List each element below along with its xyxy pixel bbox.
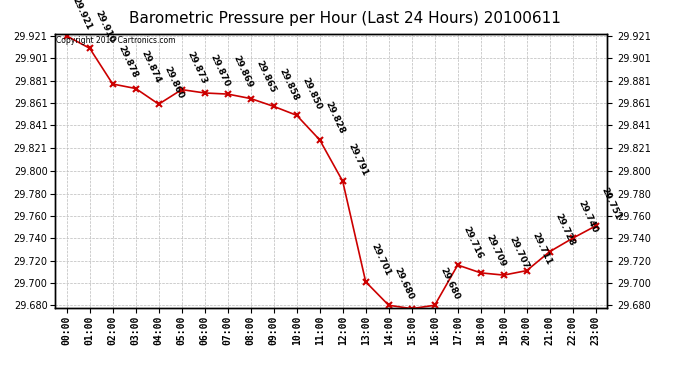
- Text: 29.869: 29.869: [232, 54, 255, 90]
- Text: 29.680: 29.680: [393, 266, 415, 301]
- Text: 29.716: 29.716: [462, 225, 485, 261]
- Text: 29.751: 29.751: [600, 186, 623, 222]
- Text: 29.878: 29.878: [117, 45, 140, 80]
- Text: 29.740: 29.740: [577, 199, 600, 234]
- Text: 29.707: 29.707: [508, 236, 531, 271]
- Text: 29.850: 29.850: [301, 76, 324, 111]
- Text: 29.701: 29.701: [370, 242, 393, 278]
- Text: 29.709: 29.709: [485, 233, 508, 269]
- Text: 29.860: 29.860: [163, 65, 186, 100]
- Text: 29.870: 29.870: [209, 54, 232, 89]
- Text: 29.858: 29.858: [278, 67, 301, 102]
- Text: 29.828: 29.828: [324, 100, 346, 136]
- Text: Copyright 2010 Cartronics.com: Copyright 2010 Cartronics.com: [57, 36, 176, 45]
- Text: 29.873: 29.873: [186, 50, 209, 86]
- Text: 29.711: 29.711: [531, 231, 554, 267]
- Text: 29.680: 29.680: [439, 266, 462, 301]
- Text: 29.677: 29.677: [0, 374, 1, 375]
- Text: 29.910: 29.910: [94, 9, 117, 44]
- Text: 29.921: 29.921: [71, 0, 94, 32]
- Text: Barometric Pressure per Hour (Last 24 Hours) 20100611: Barometric Pressure per Hour (Last 24 Ho…: [129, 11, 561, 26]
- Text: 29.728: 29.728: [554, 212, 577, 248]
- Text: 29.865: 29.865: [255, 59, 277, 94]
- Text: 29.791: 29.791: [347, 141, 370, 177]
- Text: 29.874: 29.874: [140, 49, 163, 84]
